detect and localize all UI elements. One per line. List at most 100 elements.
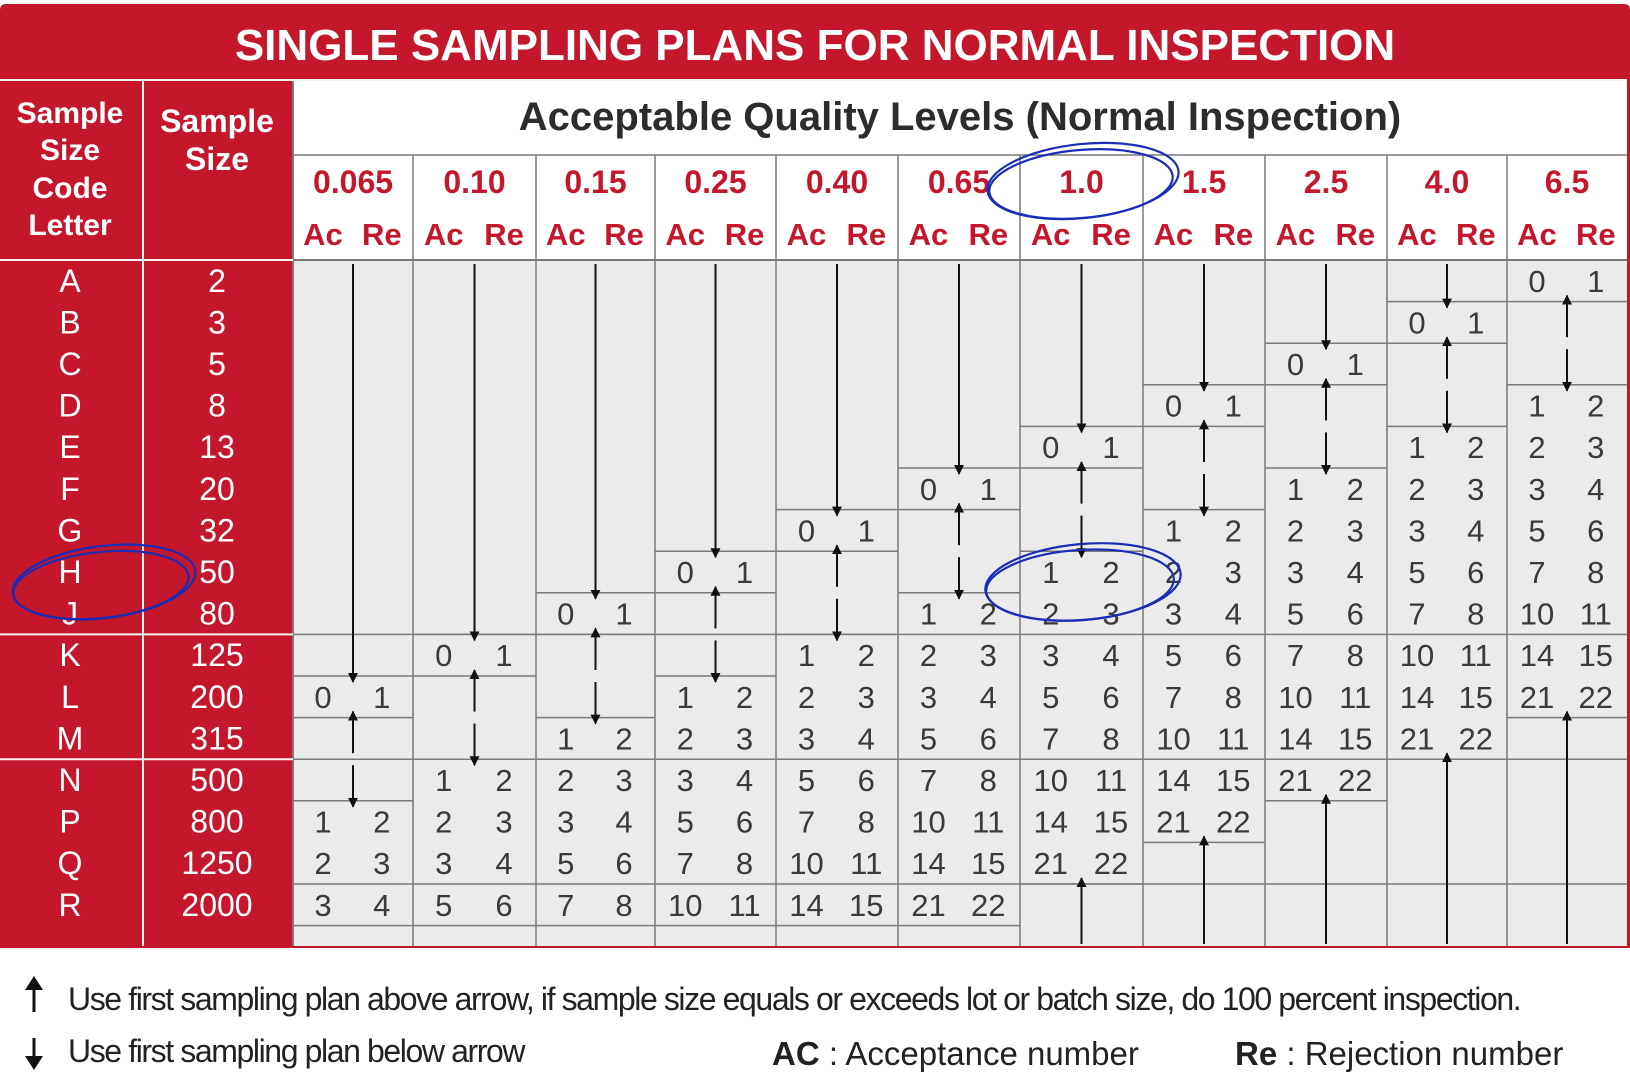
code-letter-header: Sample Size Code Letter (17, 97, 124, 242)
re-column-header: Re (725, 217, 765, 252)
ac-value: 7 (1042, 721, 1059, 756)
ac-value: 0 (677, 555, 694, 590)
ac-value: 21 (1156, 805, 1190, 840)
code-letter-A: A (59, 263, 81, 299)
re-value: 4 (1587, 472, 1604, 507)
ac-value: 5 (1287, 597, 1304, 632)
sample-size-header-line: Size (185, 141, 249, 177)
ac-value: 0 (435, 638, 452, 673)
sample-size-R: 2000 (181, 887, 252, 923)
ac-value: 2 (1287, 513, 1304, 548)
ac-value: 5 (677, 805, 694, 840)
code-letter-R: R (58, 887, 81, 923)
aql-level-0.25: 0.25 (684, 164, 746, 200)
ac-column-header: Ac (1154, 217, 1194, 252)
re-value: 11 (972, 805, 1004, 840)
re-value: 2 (1225, 513, 1242, 548)
ac-value: 3 (1042, 638, 1059, 673)
re-value: 1 (1467, 305, 1484, 340)
code-letter-N: N (58, 762, 81, 798)
re-value: 11 (1095, 763, 1127, 798)
sample-size-D: 8 (208, 388, 226, 424)
re-value: 22 (1094, 846, 1128, 881)
code-letter-M: M (57, 720, 84, 756)
re-value: 1 (1102, 430, 1119, 465)
ac-column-header: Ac (1031, 217, 1071, 252)
re-value: 8 (980, 763, 997, 798)
ac-value: 5 (435, 888, 452, 923)
ac-value: 3 (1165, 597, 1182, 632)
re-value: 3 (1102, 597, 1119, 632)
re-value: 4 (858, 721, 875, 756)
aql-level-0.10: 0.10 (443, 164, 505, 200)
re-value: 2 (858, 638, 875, 673)
re-value: 6 (858, 763, 875, 798)
ac-value: 7 (1165, 680, 1182, 715)
ac-value: 14 (789, 888, 823, 923)
ac-value: 2 (557, 763, 574, 798)
sample-size-C: 5 (208, 346, 226, 382)
sample-size-B: 3 (208, 304, 226, 340)
re-value: 4 (980, 680, 997, 715)
re-column-header: Re (1091, 217, 1131, 252)
ac-value: 2 (1528, 430, 1545, 465)
down-arrow-icon (25, 1038, 43, 1070)
re-value: 2 (980, 597, 997, 632)
ac-column-header: Ac (665, 217, 705, 252)
ac-value: 1 (557, 721, 574, 756)
ac-value: 2 (1042, 597, 1059, 632)
re-value: 4 (1102, 638, 1119, 673)
code-letter-D: D (58, 388, 81, 424)
annotation-circle-letter-h (11, 543, 197, 621)
ac-value: 7 (1287, 638, 1304, 673)
sample-size-L: 200 (190, 679, 243, 715)
ac-column-header: Ac (1276, 217, 1316, 252)
re-value: 2 (373, 805, 390, 840)
ac-value: 14 (1278, 721, 1312, 756)
re-value: 15 (849, 888, 883, 923)
ac-value: 0 (1165, 389, 1182, 424)
ac-value: 21 (1520, 680, 1554, 715)
re-value: 3 (1225, 555, 1242, 590)
re-value: 3 (495, 805, 512, 840)
ac-column-header: Ac (1517, 217, 1557, 252)
re-value: 4 (1467, 513, 1484, 548)
sample-size-Q: 1250 (181, 845, 252, 881)
re-value: 2 (1347, 472, 1364, 507)
code-letter-B: B (59, 304, 80, 340)
re-value: 3 (736, 721, 753, 756)
re-column-header: Re (1576, 217, 1616, 252)
row-labels: A 2 B 3 C 5 D 8 E 13 F 20 G 32 H 50 J 80 K 125 L 200 M 315 N 500 P… (57, 263, 253, 923)
ac-value: 3 (677, 763, 694, 798)
aql-level-0.065: 0.065 (313, 164, 393, 200)
re-value: 22 (1338, 763, 1372, 798)
re-column-header: Re (1213, 217, 1253, 252)
legend: Use first sampling plan above arrow, if … (25, 976, 1563, 1072)
ac-value: 1 (1528, 389, 1545, 424)
ac-value: 0 (1408, 305, 1425, 340)
sample-size-F: 20 (199, 471, 235, 507)
re-value: 4 (373, 888, 390, 923)
re-value: 8 (736, 846, 753, 881)
ac-value: 10 (1034, 763, 1068, 798)
annotations (11, 141, 1182, 622)
re-column-header: Re (362, 217, 402, 252)
code-letter-E: E (59, 429, 80, 465)
ac-value: 14 (1400, 680, 1434, 715)
ac-value: 0 (1287, 347, 1304, 382)
ac-value: 0 (314, 680, 331, 715)
ac-value: 10 (789, 846, 823, 881)
re-value: 1 (1225, 389, 1242, 424)
ac-value: 14 (911, 846, 945, 881)
re-value: 1 (736, 555, 753, 590)
sample-size-P: 800 (190, 804, 243, 840)
aql-level-4.0: 4.0 (1425, 164, 1469, 200)
ac-value: 10 (668, 888, 702, 923)
aql-level-6.5: 6.5 (1545, 164, 1589, 200)
ac-value: 10 (1400, 638, 1434, 673)
re-value: 1 (1587, 264, 1604, 299)
re-key-label: Re (1235, 1035, 1277, 1072)
ac-value: 3 (1287, 555, 1304, 590)
re-value: 15 (1579, 638, 1613, 673)
